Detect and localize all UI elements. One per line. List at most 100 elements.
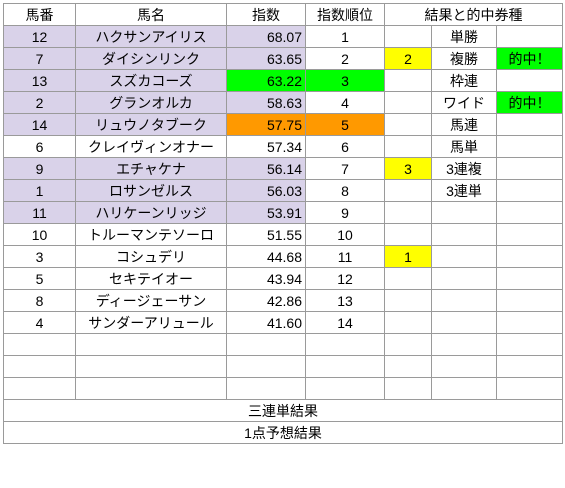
hit-mark	[496, 113, 563, 136]
empty-cell	[384, 377, 432, 400]
horse-index: 42.86	[226, 289, 306, 312]
horse-index: 51.55	[226, 223, 306, 246]
finish-mark	[384, 311, 432, 334]
empty-cell	[431, 333, 497, 356]
finish-mark: 1	[384, 245, 432, 268]
ticket-type: 馬連	[431, 113, 497, 136]
hit-mark	[496, 179, 563, 202]
hit-mark: 的中！	[496, 91, 563, 114]
empty-cell	[384, 333, 432, 356]
horse-index: 41.60	[226, 311, 306, 334]
horse-rank: 9	[305, 201, 385, 224]
table-row: 1 ロサンゼルス 56.03 8 3連単	[3, 179, 563, 202]
finish-mark	[384, 25, 432, 48]
horse-index: 63.22	[226, 69, 306, 92]
horse-number: 8	[3, 289, 76, 312]
horse-number: 6	[3, 135, 76, 158]
horse-number: 13	[3, 69, 76, 92]
finish-mark	[384, 201, 432, 224]
empty-cell	[305, 355, 385, 378]
hit-mark: 的中！	[496, 47, 563, 70]
table-row: 12 ハクサンアイリス 68.07 1 単勝	[3, 25, 563, 48]
horse-index: 57.34	[226, 135, 306, 158]
empty-cell	[75, 377, 227, 400]
finish-mark	[384, 135, 432, 158]
table-row: 7 ダイシンリンク 63.65 2 2 複勝 的中！	[3, 47, 563, 70]
table-row: 6 クレイヴィンオナー 57.34 6 馬単	[3, 135, 563, 158]
hit-mark	[496, 157, 563, 180]
table-row: 2 グランオルカ 58.63 4 ワイド 的中！	[3, 91, 563, 114]
hit-mark	[496, 289, 563, 312]
table-row: 10 トルーマンテソーロ 51.55 10	[3, 223, 563, 246]
horse-name: クレイヴィンオナー	[75, 135, 227, 158]
horse-rank: 11	[305, 245, 385, 268]
horse-number: 9	[3, 157, 76, 180]
horse-number: 2	[3, 91, 76, 114]
horse-rank: 10	[305, 223, 385, 246]
empty-cell	[305, 377, 385, 400]
horse-number: 1	[3, 179, 76, 202]
ticket-type	[431, 245, 497, 268]
ticket-type	[431, 289, 497, 312]
finish-mark: 2	[384, 47, 432, 70]
table-row: 8 ディージェーサン 42.86 13	[3, 289, 563, 312]
header-row: 馬番 馬名 指数 指数順位 結果と的中券種	[3, 3, 563, 26]
empty-cell	[3, 333, 76, 356]
hit-mark	[496, 135, 563, 158]
empty-row	[3, 333, 563, 356]
empty-cell	[226, 355, 306, 378]
horse-index: 56.14	[226, 157, 306, 180]
horse-rank: 12	[305, 267, 385, 290]
horse-index: 68.07	[226, 25, 306, 48]
horse-rank: 4	[305, 91, 385, 114]
footer-row: 三連単結果	[3, 399, 563, 422]
empty-row	[3, 377, 563, 400]
trifecta-result-label: 三連単結果	[3, 399, 563, 422]
table-row: 4 サンダーアリュール 41.60 14	[3, 311, 563, 334]
horse-name: ダイシンリンク	[75, 47, 227, 70]
footer-row: 1点予想結果	[3, 421, 563, 444]
finish-mark	[384, 267, 432, 290]
finish-mark	[384, 179, 432, 202]
table-row: 9 エチャケナ 56.14 7 3 3連複	[3, 157, 563, 180]
empty-cell	[75, 333, 227, 356]
ticket-type	[431, 201, 497, 224]
finish-mark	[384, 289, 432, 312]
finish-mark	[384, 223, 432, 246]
horse-name: セキテイオー	[75, 267, 227, 290]
horse-rank: 14	[305, 311, 385, 334]
hit-mark	[496, 245, 563, 268]
horse-index: 56.03	[226, 179, 306, 202]
ticket-type	[431, 311, 497, 334]
horse-name: サンダーアリュール	[75, 311, 227, 334]
ticket-type	[431, 267, 497, 290]
empty-cell	[496, 377, 563, 400]
ticket-type: 単勝	[431, 25, 497, 48]
horse-rank: 13	[305, 289, 385, 312]
horse-name: グランオルカ	[75, 91, 227, 114]
horse-index: 43.94	[226, 267, 306, 290]
empty-cell	[305, 333, 385, 356]
horse-rank: 3	[305, 69, 385, 92]
empty-cell	[3, 355, 76, 378]
hit-mark	[496, 201, 563, 224]
table-row: 13 スズカコーズ 63.22 3 枠連	[3, 69, 563, 92]
hit-mark	[496, 25, 563, 48]
horse-index: 44.68	[226, 245, 306, 268]
ticket-type: ワイド	[431, 91, 497, 114]
empty-cell	[226, 377, 306, 400]
horse-rank: 7	[305, 157, 385, 180]
empty-cell	[226, 333, 306, 356]
empty-cell	[496, 333, 563, 356]
empty-row	[3, 355, 563, 378]
empty-cell	[431, 377, 497, 400]
ticket-type: 枠連	[431, 69, 497, 92]
horse-number: 4	[3, 311, 76, 334]
empty-cell	[384, 355, 432, 378]
horse-index: 58.63	[226, 91, 306, 114]
table-row: 11 ハリケーンリッジ 53.91 9	[3, 201, 563, 224]
horse-rank: 8	[305, 179, 385, 202]
horse-number: 7	[3, 47, 76, 70]
horse-name: エチャケナ	[75, 157, 227, 180]
horse-index: 57.75	[226, 113, 306, 136]
